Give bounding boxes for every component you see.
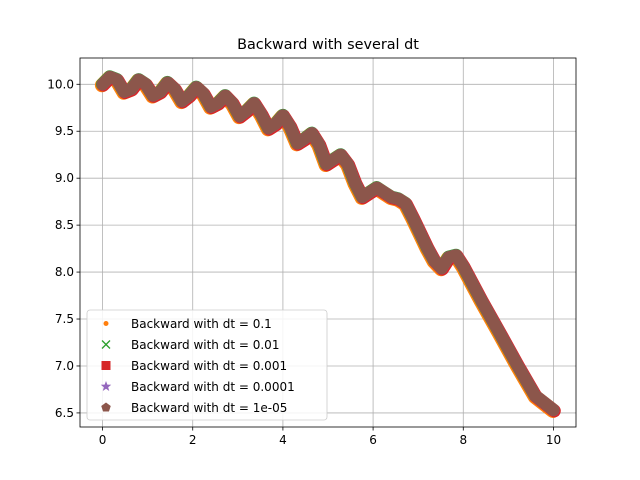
y-tick-label: 10.0 [47, 77, 74, 91]
y-tick-label: 9.0 [55, 171, 74, 185]
legend-label: Backward with dt = 0.01 [131, 338, 279, 352]
legend-entry: Backward with dt = 0.0001 [100, 380, 295, 394]
chart-title: Backward with several dt [237, 37, 419, 53]
x-tick-label: 8 [459, 433, 467, 447]
legend-box [86, 309, 328, 421]
legend-entry: Backward with dt = 0.01 [101, 338, 279, 352]
legend-marker-star [100, 381, 112, 391]
data-curves [94, 70, 561, 419]
series-line-5 [96, 70, 560, 417]
y-tick-label: 9.5 [55, 124, 74, 138]
x-tick-label: 6 [369, 433, 377, 447]
x-tick-label: 2 [189, 433, 197, 447]
plot-frame [79, 57, 577, 428]
legend-label: Backward with dt = 0.001 [131, 359, 287, 373]
x-tick-label: 4 [279, 433, 287, 447]
grid [80, 58, 576, 427]
legend: Backward with dt = 0.1 Backward with dt =… [86, 309, 328, 421]
y-tick-label: 6.5 [55, 406, 74, 420]
x-tick-label: 0 [99, 433, 107, 447]
legend-label: Backward with dt = 1e-05 [131, 401, 287, 415]
y-tick-label: 7.0 [55, 359, 74, 373]
legend-marker-square [101, 361, 111, 370]
legend-entry: Backward with dt = 1e-05 [101, 401, 287, 415]
x-tick-label: 10 [546, 433, 561, 447]
y-tick-label: 8.5 [55, 218, 74, 232]
y-tick-label: 8.0 [55, 265, 74, 279]
y-tick-label: 7.5 [55, 312, 74, 326]
legend-marker-dot [103, 321, 109, 326]
legend-marker-x [101, 340, 111, 349]
legend-label: Backward with dt = 0.1 [131, 317, 272, 331]
legend-entry: Backward with dt = 0.1 [103, 317, 272, 331]
legend-marker-pentagon [101, 402, 111, 412]
legend-label: Backward with dt = 0.0001 [131, 380, 295, 394]
legend-entry: Backward with dt = 0.001 [101, 359, 287, 373]
axis-ticks: 0 2 4 6 8 10 6.5 7.0 7.5 8.0 8.5 9.0 9.5 10.0 [47, 77, 561, 447]
